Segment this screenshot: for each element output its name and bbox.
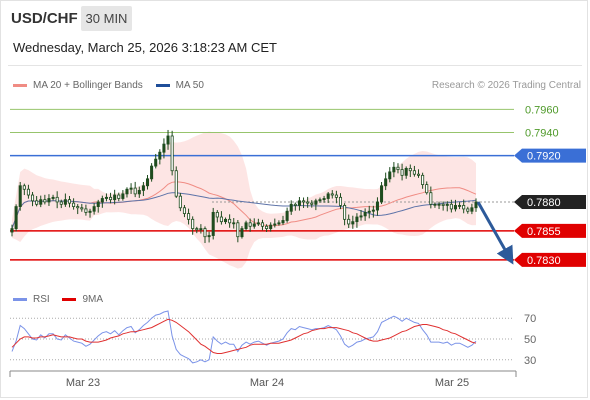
- rsi-legend: RSI 9MA: [13, 294, 113, 305]
- legend-ma50-label: MA 50: [175, 80, 204, 91]
- legend-ma50: MA 50: [155, 80, 204, 91]
- interval-button[interactable]: 30 MIN: [81, 6, 132, 31]
- legend-rsi-ma-label: 9MA: [82, 294, 104, 305]
- chart-datetime: Wednesday, March 25, 2026 3:18:23 AM CET: [13, 40, 277, 55]
- legend-rsi: RSI: [13, 294, 50, 305]
- legend-ma20-label: MA 20 + Bollinger Bands: [33, 80, 143, 91]
- header-divider: [8, 65, 582, 66]
- credit-text: Research © 2026 Trading Central: [431, 80, 581, 91]
- legend-rsi-label: RSI: [33, 294, 50, 305]
- price-legend: MA 20 + Bollinger Bands MA 50: [13, 80, 214, 91]
- symbol-title: USD/CHF: [11, 10, 78, 27]
- legend-rsi-ma: 9MA: [62, 294, 103, 305]
- legend-ma20: MA 20 + Bollinger Bands: [13, 80, 143, 91]
